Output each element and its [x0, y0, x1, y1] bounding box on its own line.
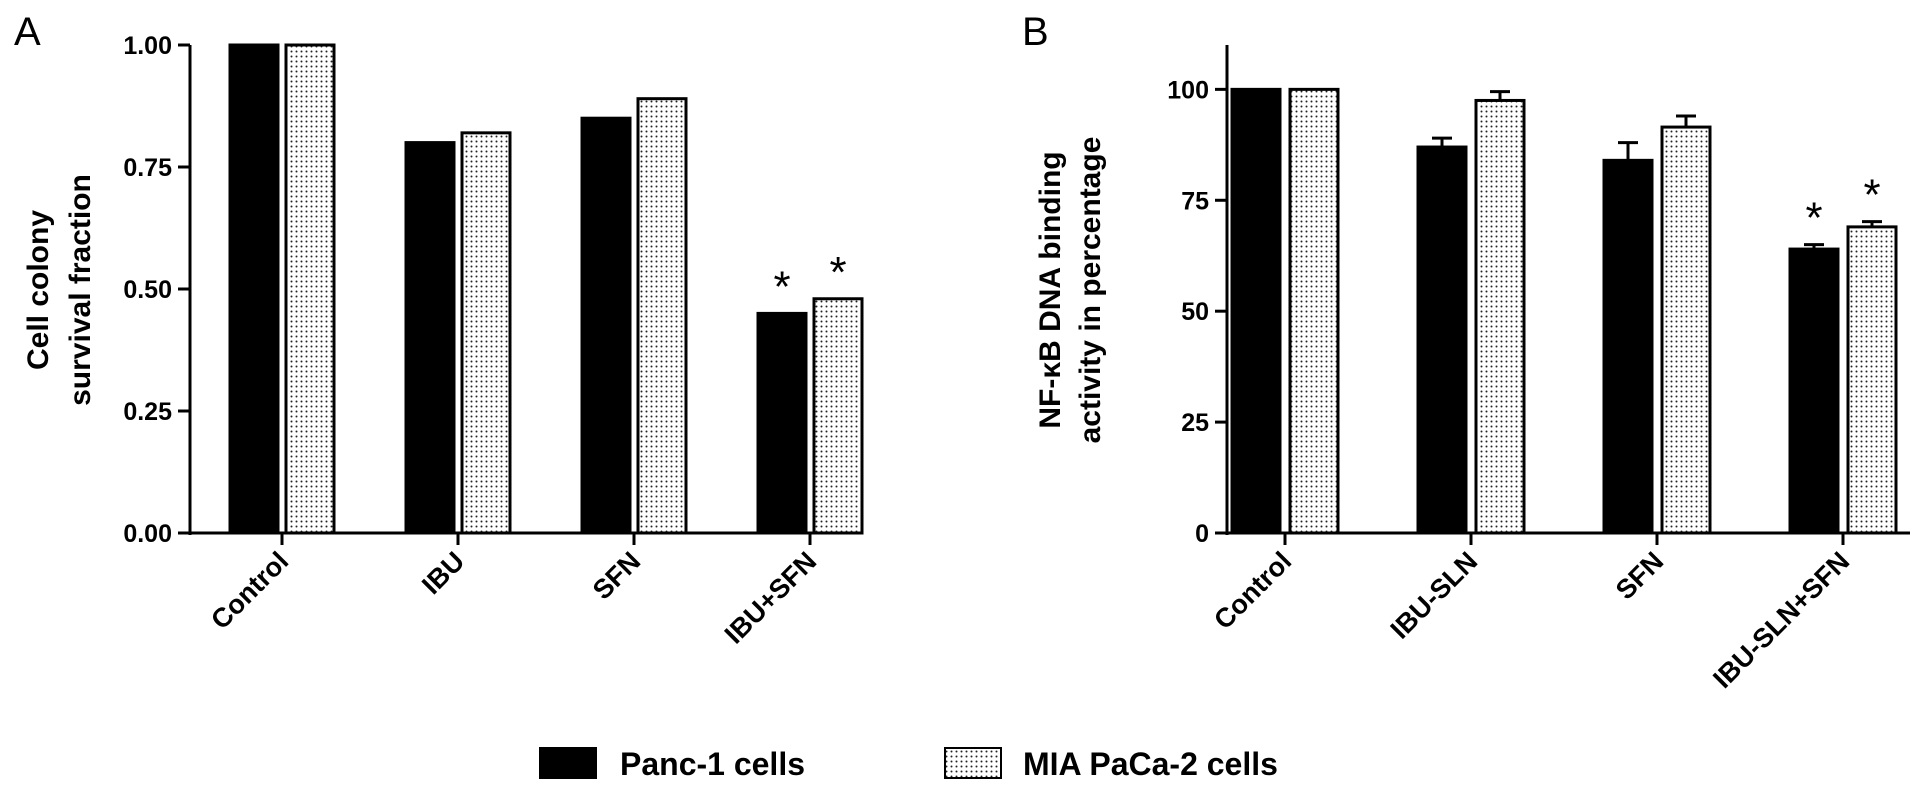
- panel-a-letter: A: [14, 10, 41, 54]
- panel-b-category-label: IBU-SLN+SFN: [1707, 546, 1855, 694]
- panel-a-bar: [284, 43, 336, 535]
- panel-a-y-axis-label: survival fraction: [64, 174, 97, 406]
- panel-b-bar: [1288, 87, 1340, 535]
- panel-b-y-tick-label: 0: [1195, 520, 1209, 548]
- panel-b-y-tick-label: 75: [1181, 187, 1209, 215]
- panel-a-y-axis-label: Cell colony: [22, 210, 55, 370]
- panel-b-category-label: SFN: [1610, 546, 1669, 605]
- panel-a-significance-marker: *: [773, 262, 790, 311]
- legend-swatch-miapaca2: [944, 747, 1002, 779]
- panel-a-category-label: Control: [205, 546, 294, 635]
- panel-b-category-label: Control: [1208, 546, 1297, 635]
- panel-a-bar: [812, 297, 864, 535]
- panel-a-category-label: IBU+SFN: [719, 546, 822, 649]
- legend-label-miapaca2: MIA PaCa-2 cells: [1023, 746, 1278, 782]
- panel-a-bar: [756, 311, 808, 535]
- panel-a-y-tick-label: 0.75: [123, 154, 172, 182]
- panel-a-significance-marker: *: [829, 248, 846, 297]
- panel-a-bar: [460, 131, 512, 535]
- panel-b-letter: B: [1022, 10, 1049, 54]
- panel-a-bar: [228, 43, 280, 535]
- panel-a-y-tick-label: 1.00: [123, 32, 172, 60]
- panel-b-significance-marker: *: [1805, 194, 1822, 243]
- panel-b-y-tick-label: 100: [1167, 76, 1209, 104]
- panel-b-bar: [1416, 145, 1468, 535]
- panel-b-bar: [1846, 225, 1898, 535]
- panel-a-y-tick-label: 0.25: [123, 398, 172, 426]
- panel-a-y-tick-label: 0.50: [123, 276, 172, 304]
- panel-b-y-tick-label: 25: [1181, 409, 1209, 437]
- panel-b-category-label: IBU-SLN: [1385, 546, 1484, 645]
- chart-panel-b: B NF-κB DNA binding activity in percentage…: [1022, 10, 1910, 694]
- legend-swatch-panc1: [539, 747, 597, 779]
- chart-panel-a: A Cell colony survival fraction 0.00 0.25 0.5…: [14, 10, 864, 649]
- panel-b-significance-marker: *: [1863, 171, 1880, 220]
- panel-b-y-axis-label: NF-κB DNA binding: [1034, 151, 1067, 428]
- panel-a-bar: [580, 116, 632, 535]
- legend-label-panc1: Panc-1 cells: [620, 746, 805, 782]
- panel-a-bar: [636, 97, 688, 535]
- panel-b-bar: [1474, 98, 1526, 535]
- panel-b-y-tick-label: 50: [1181, 298, 1209, 326]
- panel-b-bar: [1788, 247, 1840, 535]
- panel-a-bar: [404, 141, 456, 535]
- panel-b-bar: [1660, 125, 1712, 535]
- panel-b-bar: [1602, 158, 1654, 535]
- panel-a-category-label: IBU: [416, 546, 470, 600]
- panel-b-bar: [1230, 87, 1282, 535]
- legend: Panc-1 cells MIA PaCa-2 cells: [539, 746, 1278, 782]
- panel-b-y-axis-label: activity in percentage: [1074, 137, 1107, 444]
- panel-a-y-tick-label: 0.00: [123, 520, 172, 548]
- panel-a-category-label: SFN: [587, 546, 646, 605]
